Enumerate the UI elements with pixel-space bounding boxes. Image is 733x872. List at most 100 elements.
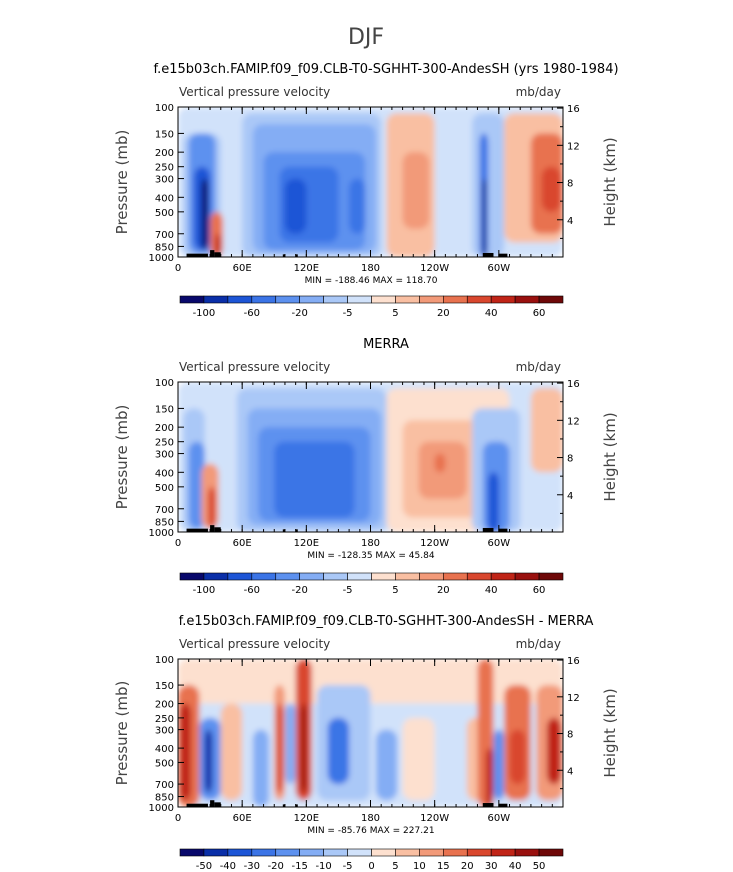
colorbar-swatch xyxy=(251,572,277,581)
x-tick-label: 120E xyxy=(294,538,319,549)
colorbar-swatch xyxy=(538,572,564,581)
topography xyxy=(282,254,285,257)
colorbar-label: -100 xyxy=(193,308,216,319)
x-tick-label: 120W xyxy=(420,813,449,824)
contour-region xyxy=(488,472,499,532)
topography xyxy=(295,529,298,532)
colorbar-label: 5 xyxy=(392,585,398,596)
y-tick-label: 500 xyxy=(155,208,174,219)
y-tick-label: 300 xyxy=(155,175,174,186)
colorbar-swatch xyxy=(466,295,492,304)
colorbar-label: -50 xyxy=(196,861,212,872)
x-tick-label: 120W xyxy=(420,538,449,549)
contour-field xyxy=(178,659,563,807)
colorbar-label: 20 xyxy=(437,308,450,319)
colorbar-swatch xyxy=(371,848,396,857)
x-tick-label: 60W xyxy=(488,263,511,274)
height-tick-label: 8 xyxy=(567,179,573,190)
colorbar-label: -5 xyxy=(343,585,353,596)
contour-region xyxy=(180,703,191,801)
colorbar-swatch xyxy=(323,848,348,857)
colorbar-swatch xyxy=(227,572,253,581)
colorbar-label: -5 xyxy=(343,308,353,319)
y-tick-label: 200 xyxy=(155,148,174,159)
height-tick-label: 4 xyxy=(567,766,573,777)
colorbar-swatch xyxy=(443,295,468,304)
contour-region xyxy=(215,233,221,257)
colorbar-swatch xyxy=(251,848,277,857)
colorbar-label: 60 xyxy=(533,585,546,596)
panel-title: MERRA xyxy=(363,337,409,352)
colorbar-swatch xyxy=(179,848,205,857)
colorbar-label: -20 xyxy=(292,308,308,319)
colorbar-label: -100 xyxy=(193,585,216,596)
y-tick-label: 100 xyxy=(155,378,174,389)
colorbar-swatch xyxy=(490,848,516,857)
y-axis-label: Pressure (mb) xyxy=(113,405,131,510)
contour-region xyxy=(201,178,208,251)
colorbar-swatch xyxy=(490,295,516,304)
variable-label: Vertical pressure velocity xyxy=(179,360,330,374)
height-tick-label: 16 xyxy=(567,379,580,390)
contour-region xyxy=(402,717,435,801)
topography xyxy=(214,802,221,807)
topography xyxy=(498,528,508,532)
y-tick-label: 100 xyxy=(155,103,174,114)
colorbar-swatch xyxy=(371,572,396,581)
colorbar-swatch xyxy=(179,295,205,304)
contour-field xyxy=(178,107,563,257)
contour-region xyxy=(284,703,296,785)
y-tick-label: 100 xyxy=(155,655,174,666)
colorbar-label: -60 xyxy=(244,308,260,319)
colorbar-label: -20 xyxy=(292,585,308,596)
contour-region xyxy=(300,703,307,793)
chart-panel: f.e15b03ch.FAMIP.f09_f09.CLB-T0-SGHHT-30… xyxy=(113,614,619,872)
colorbar-label: -60 xyxy=(244,585,260,596)
variable-label: Vertical pressure velocity xyxy=(179,85,330,99)
x-tick-label: 180 xyxy=(361,263,380,274)
y-tick-label: 250 xyxy=(155,714,174,725)
colorbar-swatch xyxy=(323,572,348,581)
y-tick-label: 150 xyxy=(155,129,174,140)
contour-region xyxy=(375,729,398,801)
height-tick-label: 8 xyxy=(567,454,573,465)
height-tick-label: 8 xyxy=(567,730,573,741)
colorbar-swatch xyxy=(227,848,253,857)
x-tick-label: 60E xyxy=(233,538,252,549)
y-tick-label: 250 xyxy=(155,163,174,174)
colorbar-swatch xyxy=(299,572,324,581)
contour-region xyxy=(402,152,430,229)
x-tick-label: 60E xyxy=(233,263,252,274)
topography xyxy=(282,529,285,532)
contour-region xyxy=(546,717,561,785)
contour-region xyxy=(207,486,216,529)
contour-region xyxy=(178,659,563,704)
variable-label: Vertical pressure velocity xyxy=(179,637,330,651)
colorbar-label: 20 xyxy=(461,861,474,872)
colorbar-swatch xyxy=(419,572,444,581)
topography xyxy=(295,804,298,807)
colorbar-label: -10 xyxy=(315,861,331,872)
topography xyxy=(186,803,208,807)
y-axis-label: Pressure (mb) xyxy=(113,681,131,786)
height-tick-label: 4 xyxy=(567,491,573,502)
colorbar-label: 15 xyxy=(437,861,450,872)
y-tick-label: 500 xyxy=(155,758,174,769)
y-tick-label: 300 xyxy=(155,726,174,737)
colorbar-swatch xyxy=(443,572,468,581)
contour-region xyxy=(509,729,526,785)
height-tick-label: 12 xyxy=(567,416,580,427)
colorbar-label: -5 xyxy=(343,861,353,872)
contour-region xyxy=(486,748,494,807)
x-tick-label: 0 xyxy=(175,813,181,824)
colorbar-swatch xyxy=(203,295,229,304)
y-tick-label: 250 xyxy=(155,438,174,449)
topography xyxy=(282,804,285,807)
colorbar-label: 40 xyxy=(485,585,498,596)
colorbar-swatch xyxy=(490,572,516,581)
contour-region xyxy=(284,178,307,234)
colorbar-swatch xyxy=(395,572,420,581)
contour-region xyxy=(530,388,563,473)
colorbar-swatch xyxy=(227,295,253,304)
